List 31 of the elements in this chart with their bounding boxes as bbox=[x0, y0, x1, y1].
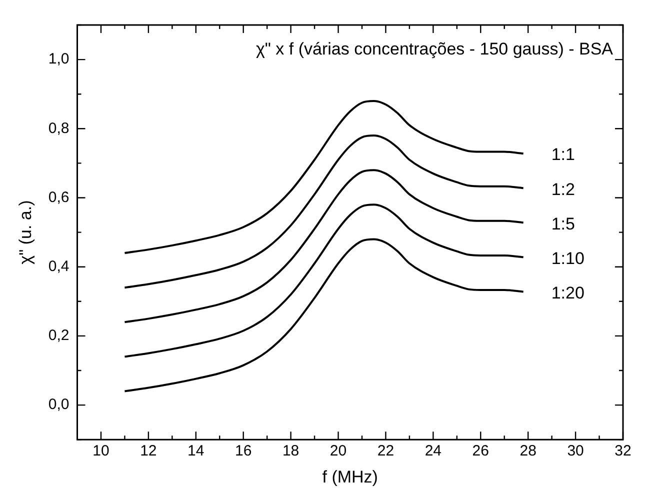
x-tick-label: 18 bbox=[282, 442, 300, 460]
y-tick-label: 1,0 bbox=[48, 50, 70, 68]
legend-label: 1:10 bbox=[551, 248, 584, 268]
legend-label: 1:2 bbox=[551, 180, 575, 199]
x-tick-label: 22 bbox=[377, 442, 394, 460]
line-series bbox=[124, 204, 524, 358]
y-tick-label: 0,0 bbox=[48, 396, 70, 414]
x-tick-label: 28 bbox=[520, 442, 536, 460]
x-tick-label: 24 bbox=[424, 442, 442, 460]
x-tick-label: 30 bbox=[567, 442, 584, 460]
text: χ" x f (várias concentrações - 150 gauss) - BSA bbox=[256, 40, 614, 59]
y-tick-label: 0,8 bbox=[48, 120, 70, 137]
x-tick-label: 10 bbox=[92, 442, 110, 460]
y-tick-label: 0,2 bbox=[48, 327, 70, 344]
line-series bbox=[124, 134, 524, 289]
x-axis-title: f (MHz) bbox=[322, 467, 378, 486]
series-label: 1:5 bbox=[551, 214, 575, 234]
x-tick-label: 16 bbox=[235, 442, 252, 460]
y-tick-label: 0,4 bbox=[48, 258, 70, 275]
line-series bbox=[124, 169, 524, 324]
x-tick-label: 20 bbox=[330, 442, 347, 460]
x-tick-label: 12 bbox=[140, 442, 157, 460]
x-tick-label: 26 bbox=[472, 442, 489, 460]
series-label: 1:1 bbox=[551, 145, 575, 164]
line-series bbox=[124, 100, 524, 254]
legend-label: 1:20 bbox=[551, 283, 584, 302]
x-tick-label: 32 bbox=[614, 442, 632, 460]
y-tick-label: 0,6 bbox=[48, 188, 70, 206]
y-axis-title: χ" (u. a.) bbox=[16, 200, 35, 264]
x-tick-label: 14 bbox=[188, 442, 204, 460]
line-series bbox=[124, 238, 524, 392]
